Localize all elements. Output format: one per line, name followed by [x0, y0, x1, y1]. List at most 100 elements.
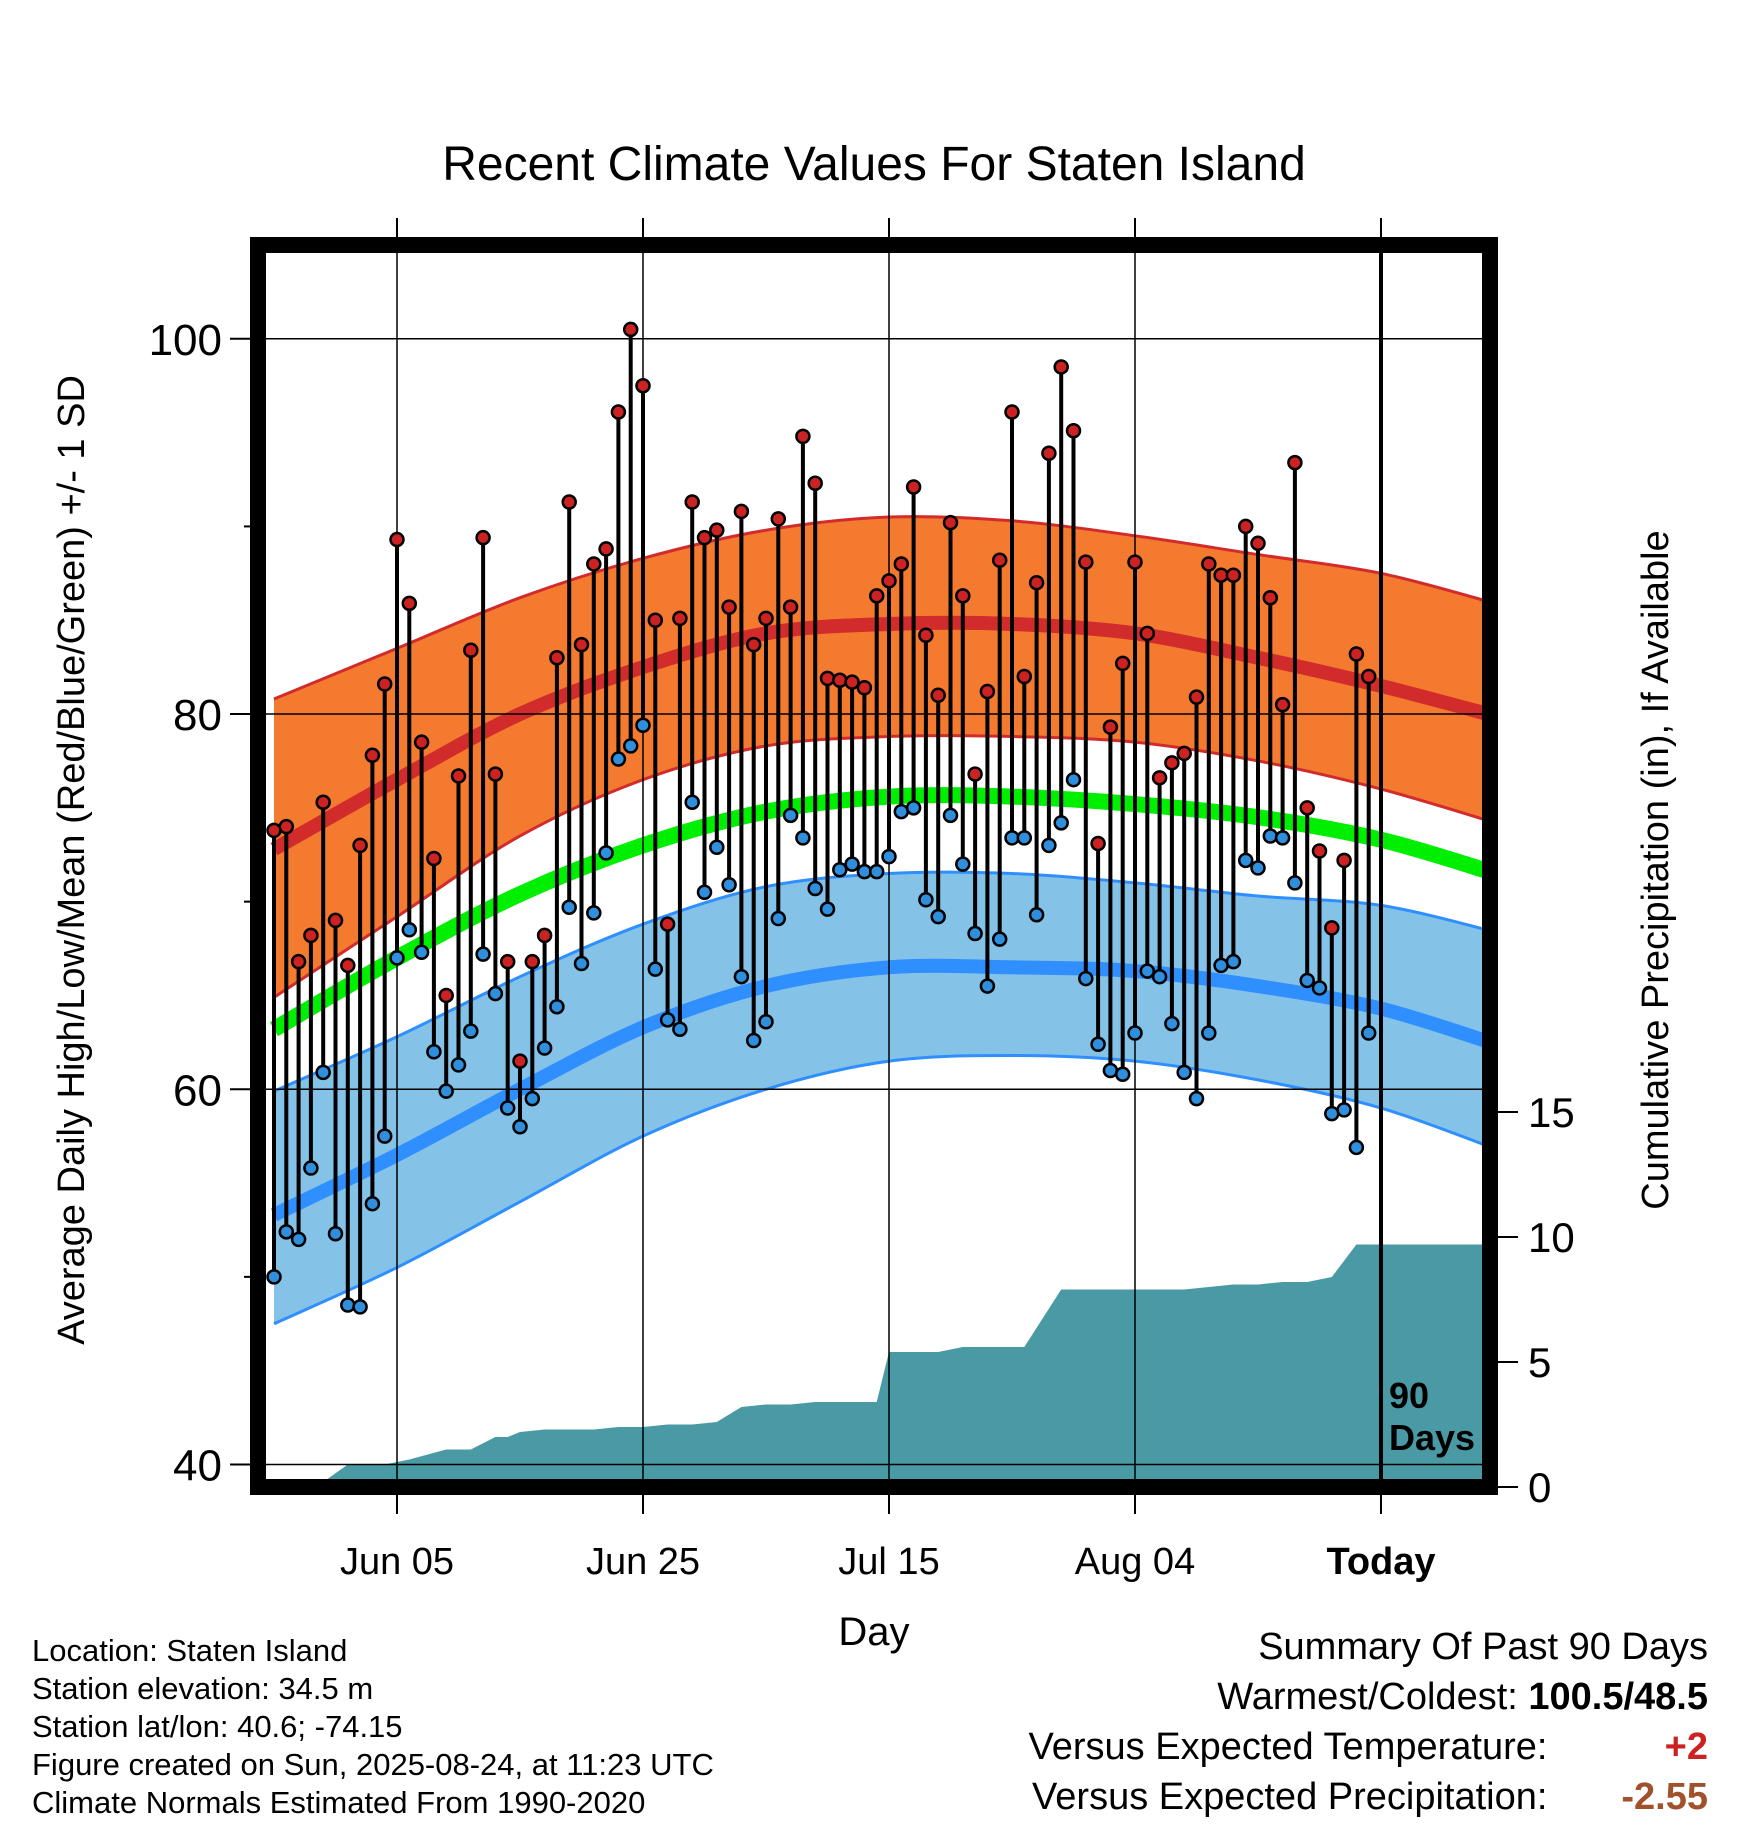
y2-tick-label: 10 [1528, 1214, 1575, 1261]
y-tick-label: 100 [149, 316, 222, 365]
low-temp-point [745, 1032, 762, 1049]
high-temp-point [844, 674, 860, 690]
high-temp-point [549, 649, 565, 666]
low-temp-point [844, 856, 860, 872]
high-temp-point [487, 766, 504, 782]
low-temp-point [487, 985, 504, 1002]
low-temp-point [1016, 830, 1033, 846]
high-temp-point [647, 612, 664, 628]
low-temp-point [1360, 1025, 1377, 1041]
low-temp-point [1274, 830, 1291, 846]
high-temp-point [340, 957, 356, 974]
low-temp-point [586, 905, 602, 921]
precipitation-area [274, 1244, 1490, 1487]
high-temp-point [1090, 835, 1106, 852]
high-temp-point [1016, 668, 1033, 685]
high-temp-point [819, 670, 836, 687]
low-temp-point [770, 910, 787, 927]
low-temp-point [918, 892, 934, 908]
y-axis-right-label: Cumulative Precipitation (in), If Availa… [1635, 530, 1677, 1209]
high-temp-point [573, 636, 590, 653]
low-temp-point [905, 800, 922, 816]
low-temp-point [290, 1231, 307, 1248]
low-temp-point [807, 880, 823, 897]
high-temp-point [635, 377, 651, 394]
warm-cold-label: Warmest/Coldest: [1217, 1676, 1518, 1718]
low-temp-point [782, 807, 799, 824]
high-temp-point [1188, 689, 1205, 705]
x-tick-label: Jun 05 [340, 1541, 454, 1583]
y-axis-left: 40 60 80 100 [149, 316, 258, 1490]
high-temp-point [856, 680, 873, 696]
observations [266, 321, 1377, 1315]
low-temp-point [512, 1119, 528, 1135]
low-temp-point [315, 1064, 331, 1081]
summary-temp-row: Versus Expected Temperature: +2 [1029, 1722, 1708, 1772]
low-temp-point [610, 751, 627, 767]
low-temp-point [303, 1160, 319, 1176]
high-temp-point [524, 953, 541, 970]
summary-panel: Summary Of Past 90 Days Warmest/Coldest:… [1029, 1622, 1708, 1822]
low-temp-point [1213, 957, 1229, 974]
low-temp-point [832, 862, 848, 878]
station-info: Location: Staten Island Station elevatio… [32, 1632, 714, 1822]
low-temp-point [868, 863, 885, 880]
high-temp-point [659, 916, 676, 932]
low-temp-point [266, 1269, 282, 1285]
low-temp-point [1201, 1025, 1217, 1041]
low-temp-point [991, 931, 1008, 947]
high-temp-point [266, 822, 282, 839]
high-temp-point [1274, 696, 1291, 713]
high-temp-point [1139, 625, 1156, 642]
low-temp-point [1114, 1066, 1131, 1083]
temp-label: Versus Expected Temperature: [1028, 1726, 1548, 1768]
low-temp-point [1250, 860, 1266, 876]
low-temp-point [499, 1100, 516, 1116]
low-temp-point [1237, 852, 1254, 869]
high-temp-point [893, 556, 910, 572]
today-days-number: 90 [1389, 1375, 1429, 1416]
low-temp-point [893, 803, 910, 820]
high-temp-point [1176, 745, 1192, 762]
low-temp-point [1078, 970, 1094, 987]
high-temp-point [1065, 422, 1082, 439]
high-temp-point [536, 927, 553, 944]
high-temp-point [955, 588, 971, 604]
x-tick-label: Aug 04 [1075, 1541, 1195, 1583]
high-temp-point [709, 522, 725, 538]
x-tick-label: Jun 25 [586, 1541, 700, 1583]
low-temp-point [672, 1021, 688, 1037]
low-temp-point [684, 794, 700, 810]
high-temp-point [1164, 755, 1180, 771]
chart-title: Recent Climate Values For Staten Island [442, 138, 1306, 191]
high-temp-point [1127, 554, 1143, 570]
temp-value: +2 [1664, 1726, 1708, 1768]
high-temp-point [832, 672, 848, 689]
high-temp-point [426, 850, 442, 867]
low-temp-point [1164, 1015, 1180, 1032]
low-temp-point [930, 908, 946, 925]
low-temp-point [1311, 980, 1328, 996]
high-temp-point [979, 683, 996, 700]
precip-value: -2.55 [1621, 1776, 1708, 1818]
low-temp-point [463, 1023, 479, 1039]
low-temp-point [450, 1057, 467, 1073]
low-temp-point [549, 998, 565, 1015]
high-temp-point [991, 552, 1008, 568]
high-temp-point [1114, 655, 1131, 672]
low-temp-point [1176, 1064, 1192, 1081]
low-temp-point [709, 839, 725, 855]
high-temp-point [918, 627, 934, 643]
low-temp-point [696, 884, 713, 901]
x-axis-label: Day [838, 1610, 909, 1654]
info-normals: Climate Normals Estimated From 1990-2020 [32, 1785, 646, 1820]
y2-tick-label: 0 [1528, 1464, 1551, 1511]
high-temp-point [1360, 668, 1377, 685]
summary-precip-row: Versus Expected Precipitation: -2.55 [1029, 1772, 1708, 1822]
low-temp-point [327, 1225, 344, 1242]
high-temp-point [1151, 770, 1168, 786]
low-temp-point [795, 830, 811, 846]
low-temp-point [1336, 1102, 1352, 1118]
high-temp-point [475, 529, 491, 546]
